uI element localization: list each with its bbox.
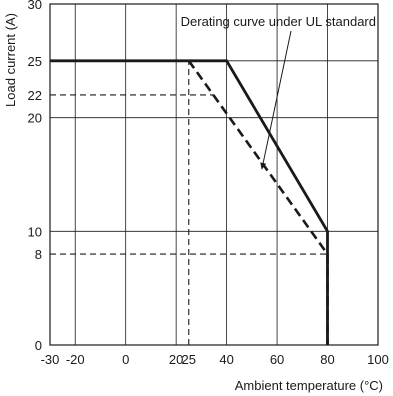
x-tick-label: 40 xyxy=(219,352,233,367)
y-tick-label: 8 xyxy=(35,247,42,262)
plot-frame xyxy=(49,3,379,346)
y-tick-label: 10 xyxy=(28,224,42,239)
x-tick-label: 80 xyxy=(320,352,334,367)
y-tick-labels: 0 8 10 20 22 25 30 xyxy=(28,0,42,353)
y-tick-label: 22 xyxy=(28,88,42,103)
x-tick-label: 25 xyxy=(182,352,196,367)
x-axis-label: Ambient temperature (°C) xyxy=(235,378,383,393)
y-tick-label: 25 xyxy=(28,54,42,69)
annotation-label: Derating curve under UL standard xyxy=(181,14,376,29)
reference-lines xyxy=(50,60,328,345)
x-tick-label: -30 xyxy=(41,352,60,367)
x-tick-label: -20 xyxy=(66,352,85,367)
annotation-leader xyxy=(260,30,292,170)
y-axis-label: Load current (A) xyxy=(3,13,18,107)
y-tick-label: 0 xyxy=(35,338,42,353)
ul-derating-curve xyxy=(187,60,329,345)
x-tick-label: 100 xyxy=(367,352,389,367)
series-lines xyxy=(50,59,329,345)
x-tick-label: 20 xyxy=(169,352,183,367)
y-tick-label: 30 xyxy=(28,0,42,12)
y-tick-label: 20 xyxy=(28,111,42,126)
x-tick-label: 60 xyxy=(270,352,284,367)
x-tick-label: 0 xyxy=(122,352,129,367)
